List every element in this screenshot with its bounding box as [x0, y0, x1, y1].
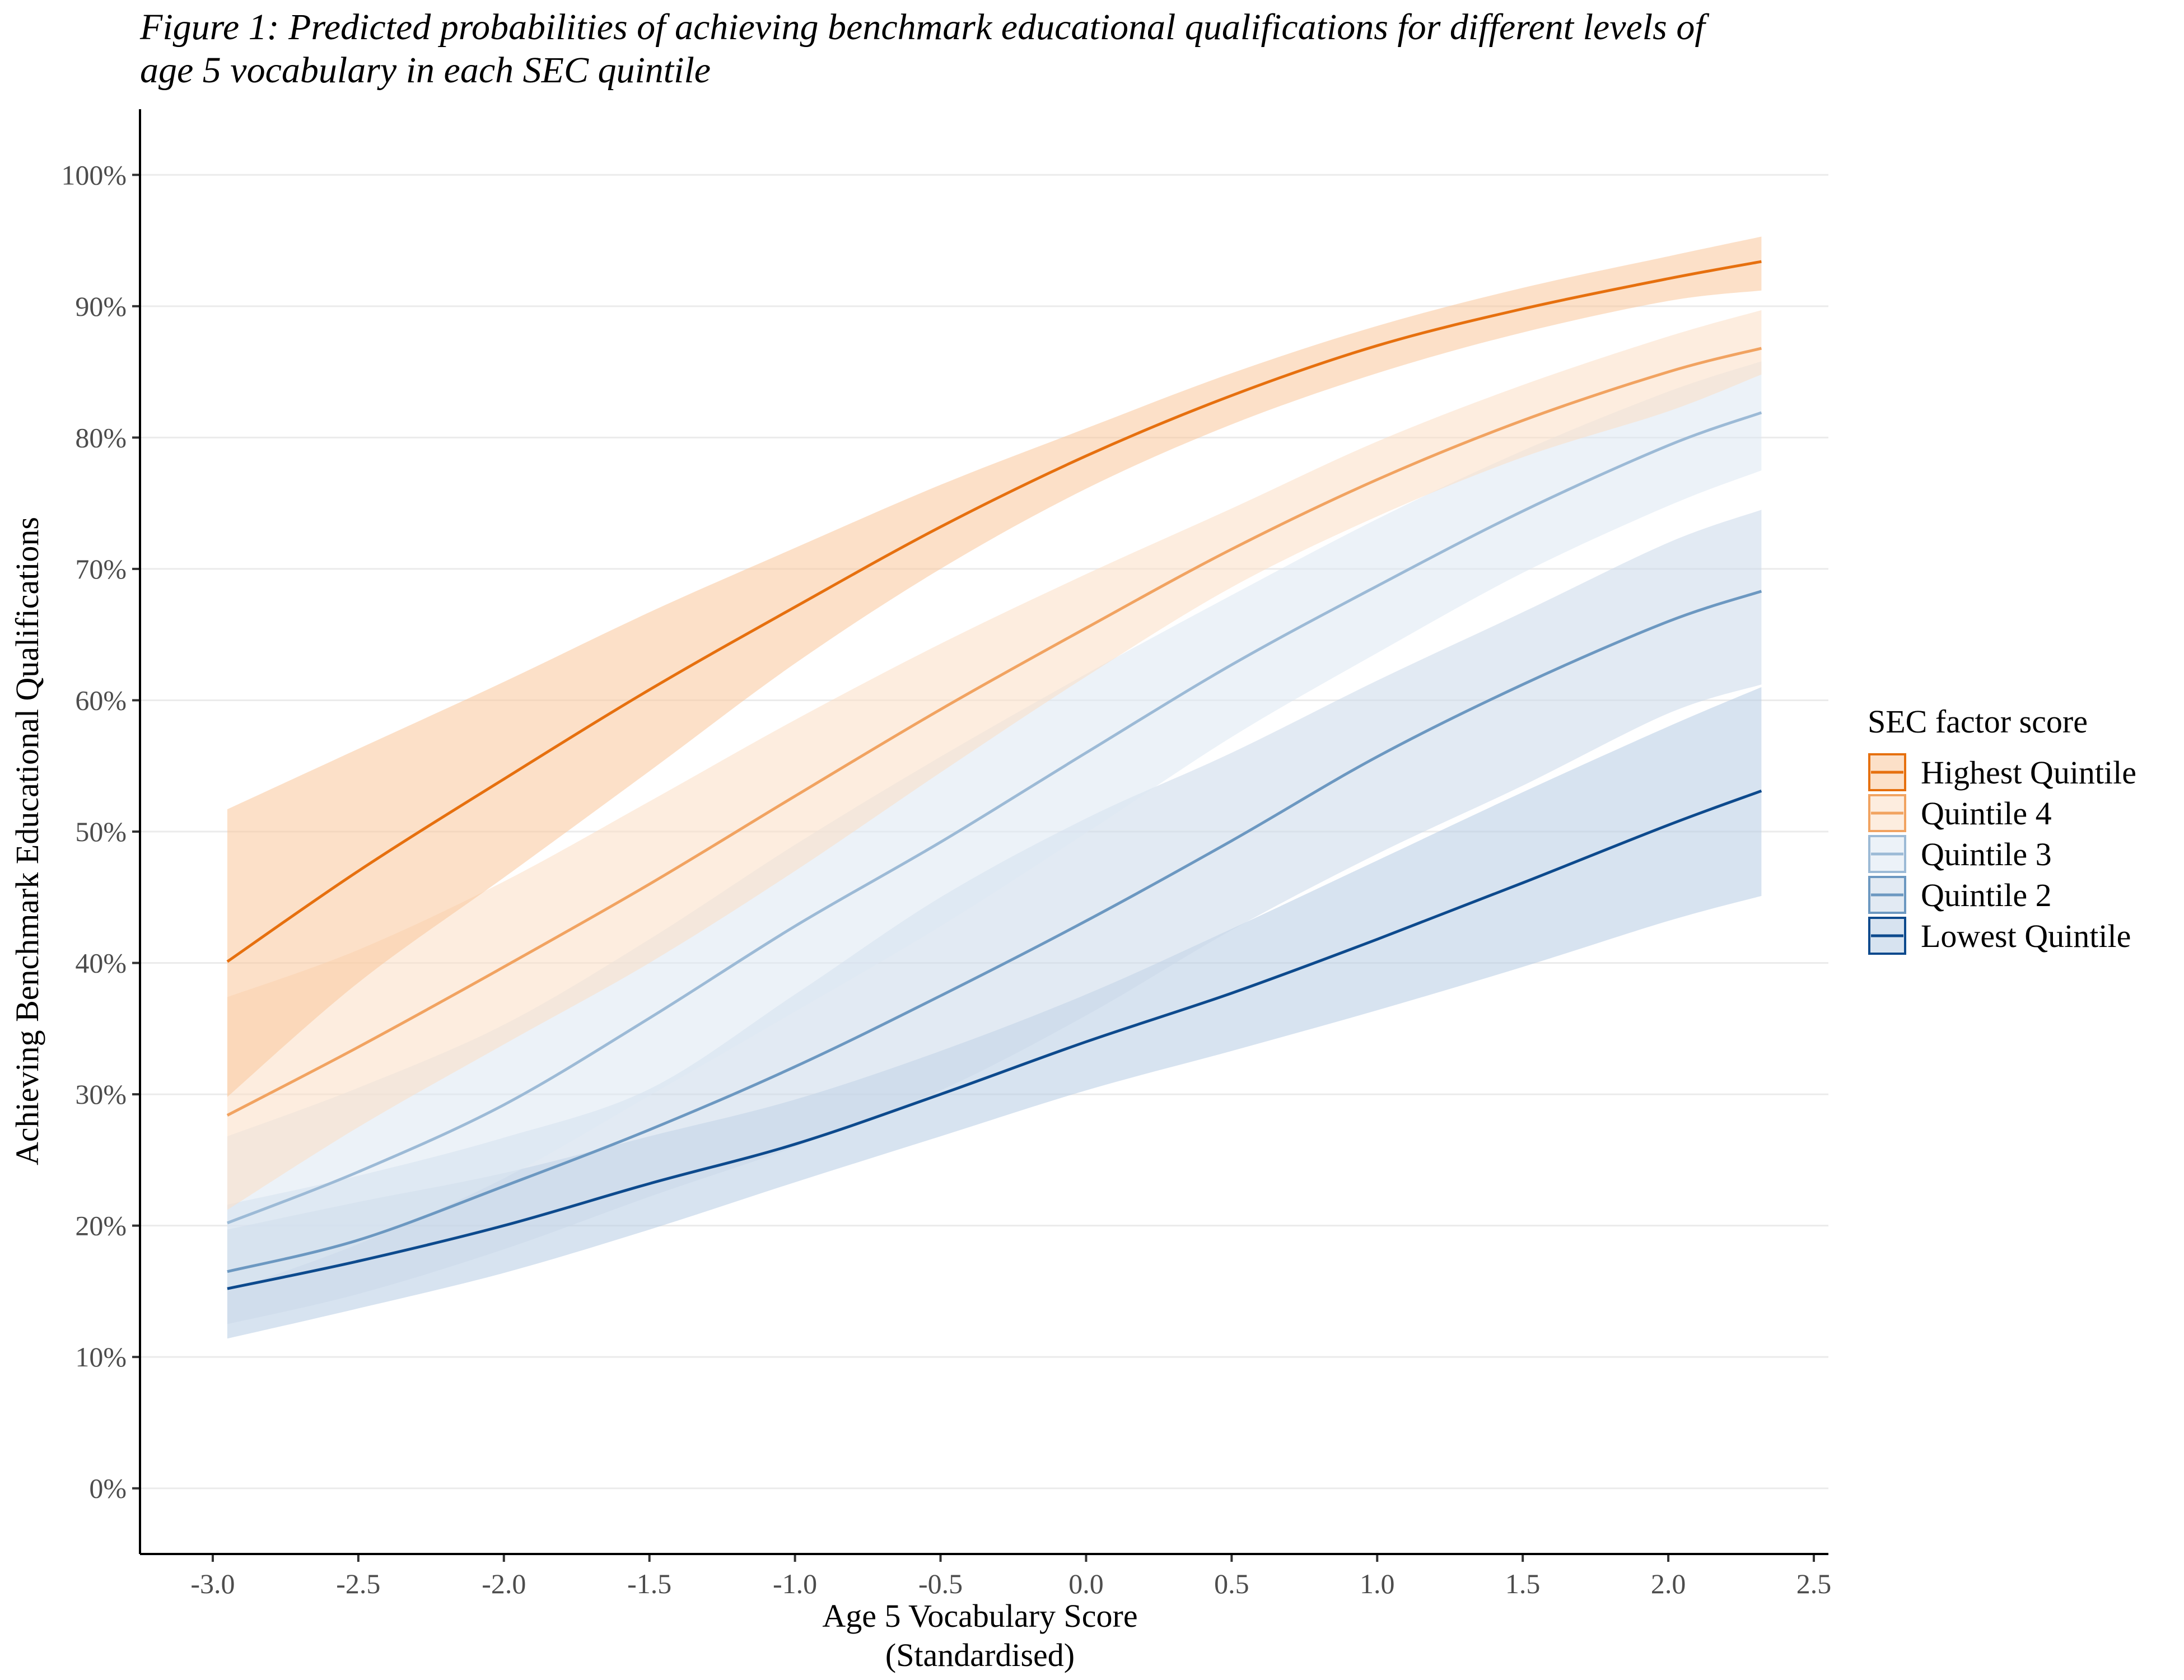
x-tick-label: -2.0 — [482, 1568, 526, 1599]
legend-title: SEC factor score — [1868, 703, 2088, 740]
line-quintile-3 — [226, 411, 1762, 1225]
legend: SEC factor score Highest Quintile Quintil… — [1868, 703, 2136, 955]
x-axis-title-line2: (Standardised) — [885, 1637, 1075, 1673]
band-quintile-2 — [227, 510, 1762, 1324]
y-tick-label: 0% — [89, 1473, 127, 1504]
y-tick-label: 90% — [75, 291, 127, 322]
line-quintile-4 — [226, 347, 1762, 1117]
y-tick-label: 50% — [75, 816, 127, 847]
legend-label-highest-quintile: Highest Quintile — [1921, 754, 2136, 791]
y-tick-label: 40% — [75, 948, 127, 979]
legend-label-quintile-4: Quintile 4 — [1921, 795, 2052, 832]
x-axis-title-line1: Age 5 Vocabulary Score — [822, 1598, 1137, 1634]
series-lines — [226, 260, 1762, 1290]
legend-label-quintile-3: Quintile 3 — [1921, 836, 2052, 872]
x-tick-label: -2.5 — [336, 1568, 380, 1599]
x-tick-label: -1.0 — [773, 1568, 817, 1599]
x-tick-label: -0.5 — [918, 1568, 963, 1599]
x-tick-label: 2.0 — [1651, 1568, 1686, 1599]
y-tick-label: 20% — [75, 1210, 127, 1242]
chart-title-line2: age 5 vocabulary in each SEC quintile — [140, 50, 711, 91]
legend-label-quintile-2: Quintile 2 — [1921, 877, 2052, 913]
y-tick-label: 70% — [75, 553, 127, 585]
y-tick-label: 100% — [61, 159, 127, 190]
x-tick-label: -1.5 — [627, 1568, 671, 1599]
line-lowest-quintile — [227, 789, 1762, 1290]
band-quintile-3 — [227, 361, 1762, 1291]
confidence-bands — [227, 236, 1762, 1339]
band-quintile-4 — [227, 310, 1762, 1210]
legend-items: Highest Quintile Quintile 4 Quintile 3 Quin… — [1868, 753, 2136, 955]
axes: 0% 10% 20% 30% 40% 50% 60% 70% 80% 90% 100% -3.0 -2.… — [61, 109, 1831, 1599]
y-tick-label: 80% — [75, 422, 127, 453]
y-tick-label: 10% — [75, 1341, 127, 1373]
y-axis-title: Achieving Benchmark Educational Qualific… — [9, 517, 45, 1165]
x-tick-label: 1.0 — [1360, 1568, 1395, 1599]
x-tick-label: -3.0 — [190, 1568, 235, 1599]
x-tick-label: 1.5 — [1505, 1568, 1541, 1599]
line-quintile-2 — [227, 590, 1762, 1273]
x-tick-label: 2.5 — [1796, 1568, 1832, 1599]
x-tick-label: 0.5 — [1214, 1568, 1249, 1599]
line-highest-quintile — [226, 260, 1762, 963]
y-tick-label: 30% — [75, 1079, 127, 1110]
legend-label-lowest-quintile: Lowest Quintile — [1921, 918, 2131, 954]
y-tick-label: 60% — [75, 684, 127, 716]
chart-title-line1: Figure 1: Predicted probabilities of ach… — [139, 7, 1709, 48]
x-tick-label: 0.0 — [1068, 1568, 1104, 1599]
